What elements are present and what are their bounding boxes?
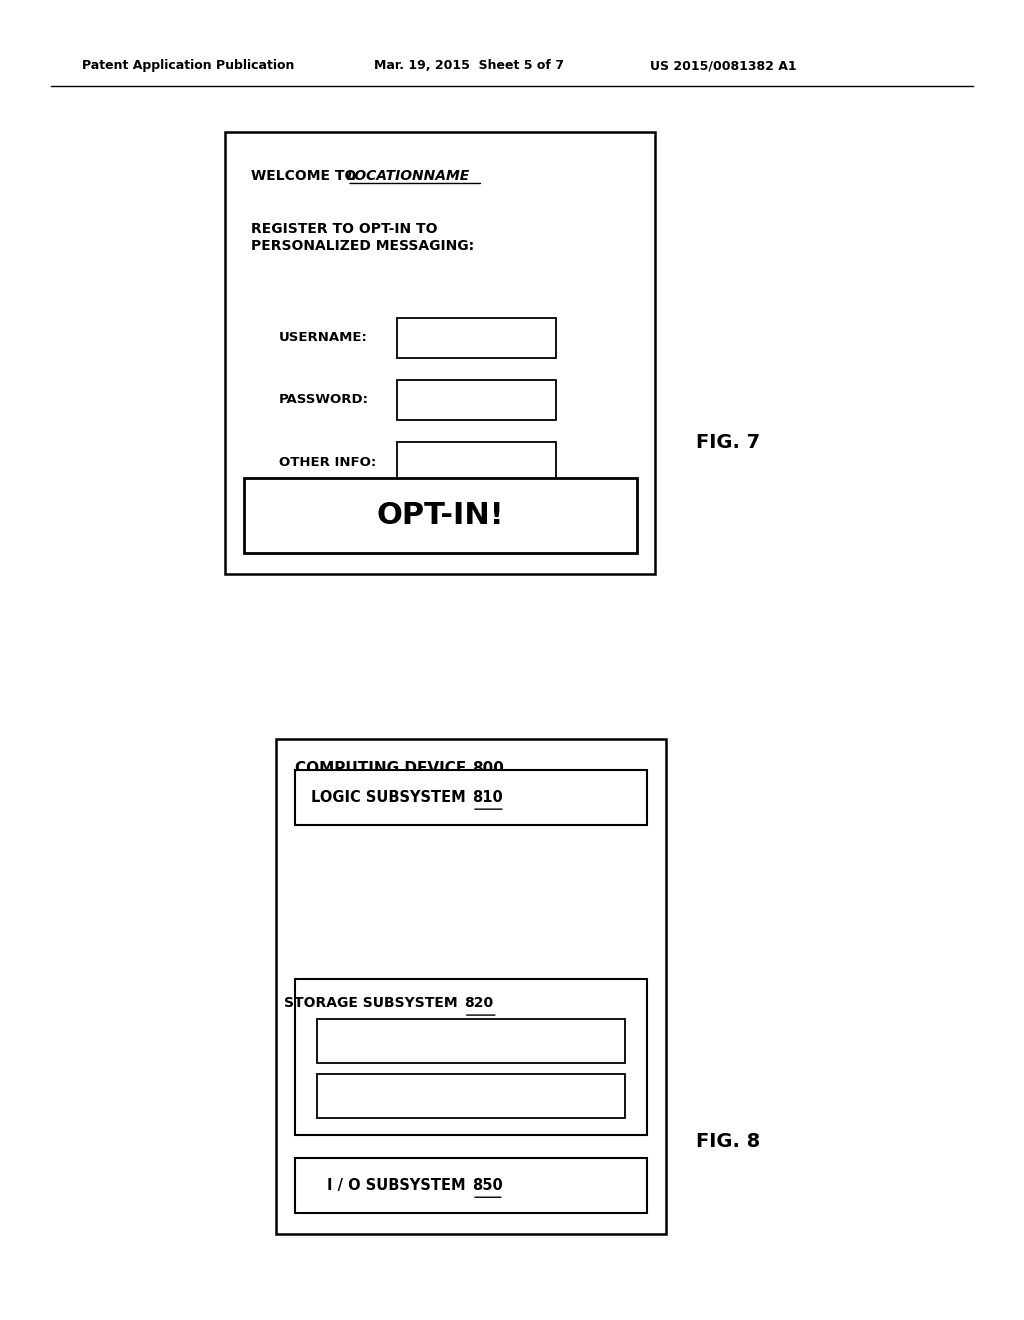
- Text: I / O SUBSYSTEM: I / O SUBSYSTEM: [328, 1177, 471, 1193]
- Bar: [244, 478, 637, 553]
- Text: REGISTER TO OPT-IN TO
PERSONALIZED MESSAGING:: REGISTER TO OPT-IN TO PERSONALIZED MESSA…: [251, 222, 474, 253]
- Bar: [397, 380, 556, 420]
- Text: 800: 800: [472, 760, 504, 776]
- Text: US 2015/0081382 A1: US 2015/0081382 A1: [650, 59, 797, 73]
- Text: DATA STORE: DATA STORE: [370, 1089, 471, 1104]
- Text: OTHER INFO:: OTHER INFO:: [279, 455, 376, 469]
- Bar: [225, 132, 655, 574]
- Bar: [295, 1158, 647, 1213]
- Text: COMPUTING DEVICE: COMPUTING DEVICE: [295, 760, 471, 776]
- Text: LOGIC SUBSYSTEM: LOGIC SUBSYSTEM: [311, 789, 471, 805]
- Text: LOCATIONNAME: LOCATIONNAME: [347, 169, 470, 183]
- Bar: [295, 770, 647, 825]
- Text: 840: 840: [472, 1089, 501, 1104]
- Text: Patent Application Publication: Patent Application Publication: [82, 59, 294, 73]
- Text: 810: 810: [472, 789, 503, 805]
- Text: OPT-IN!: OPT-IN!: [377, 502, 504, 529]
- Text: FIG. 8: FIG. 8: [696, 1133, 761, 1151]
- Text: INSTRUCTIONS: INSTRUCTIONS: [349, 1034, 471, 1048]
- Bar: [295, 979, 647, 1135]
- Text: 820: 820: [464, 997, 493, 1010]
- Bar: [276, 739, 666, 1234]
- Text: WELCOME TO: WELCOME TO: [251, 169, 361, 183]
- Text: 830: 830: [472, 1034, 501, 1048]
- Bar: [317, 1074, 625, 1118]
- Text: STORAGE SUBSYSTEM: STORAGE SUBSYSTEM: [285, 997, 463, 1010]
- Text: FIG. 7: FIG. 7: [696, 433, 761, 451]
- Bar: [397, 442, 556, 482]
- Bar: [397, 318, 556, 358]
- Text: Mar. 19, 2015  Sheet 5 of 7: Mar. 19, 2015 Sheet 5 of 7: [374, 59, 564, 73]
- Text: USERNAME:: USERNAME:: [279, 331, 368, 345]
- Text: PASSWORD:: PASSWORD:: [279, 393, 369, 407]
- Text: 850: 850: [472, 1177, 503, 1193]
- Bar: [317, 1019, 625, 1063]
